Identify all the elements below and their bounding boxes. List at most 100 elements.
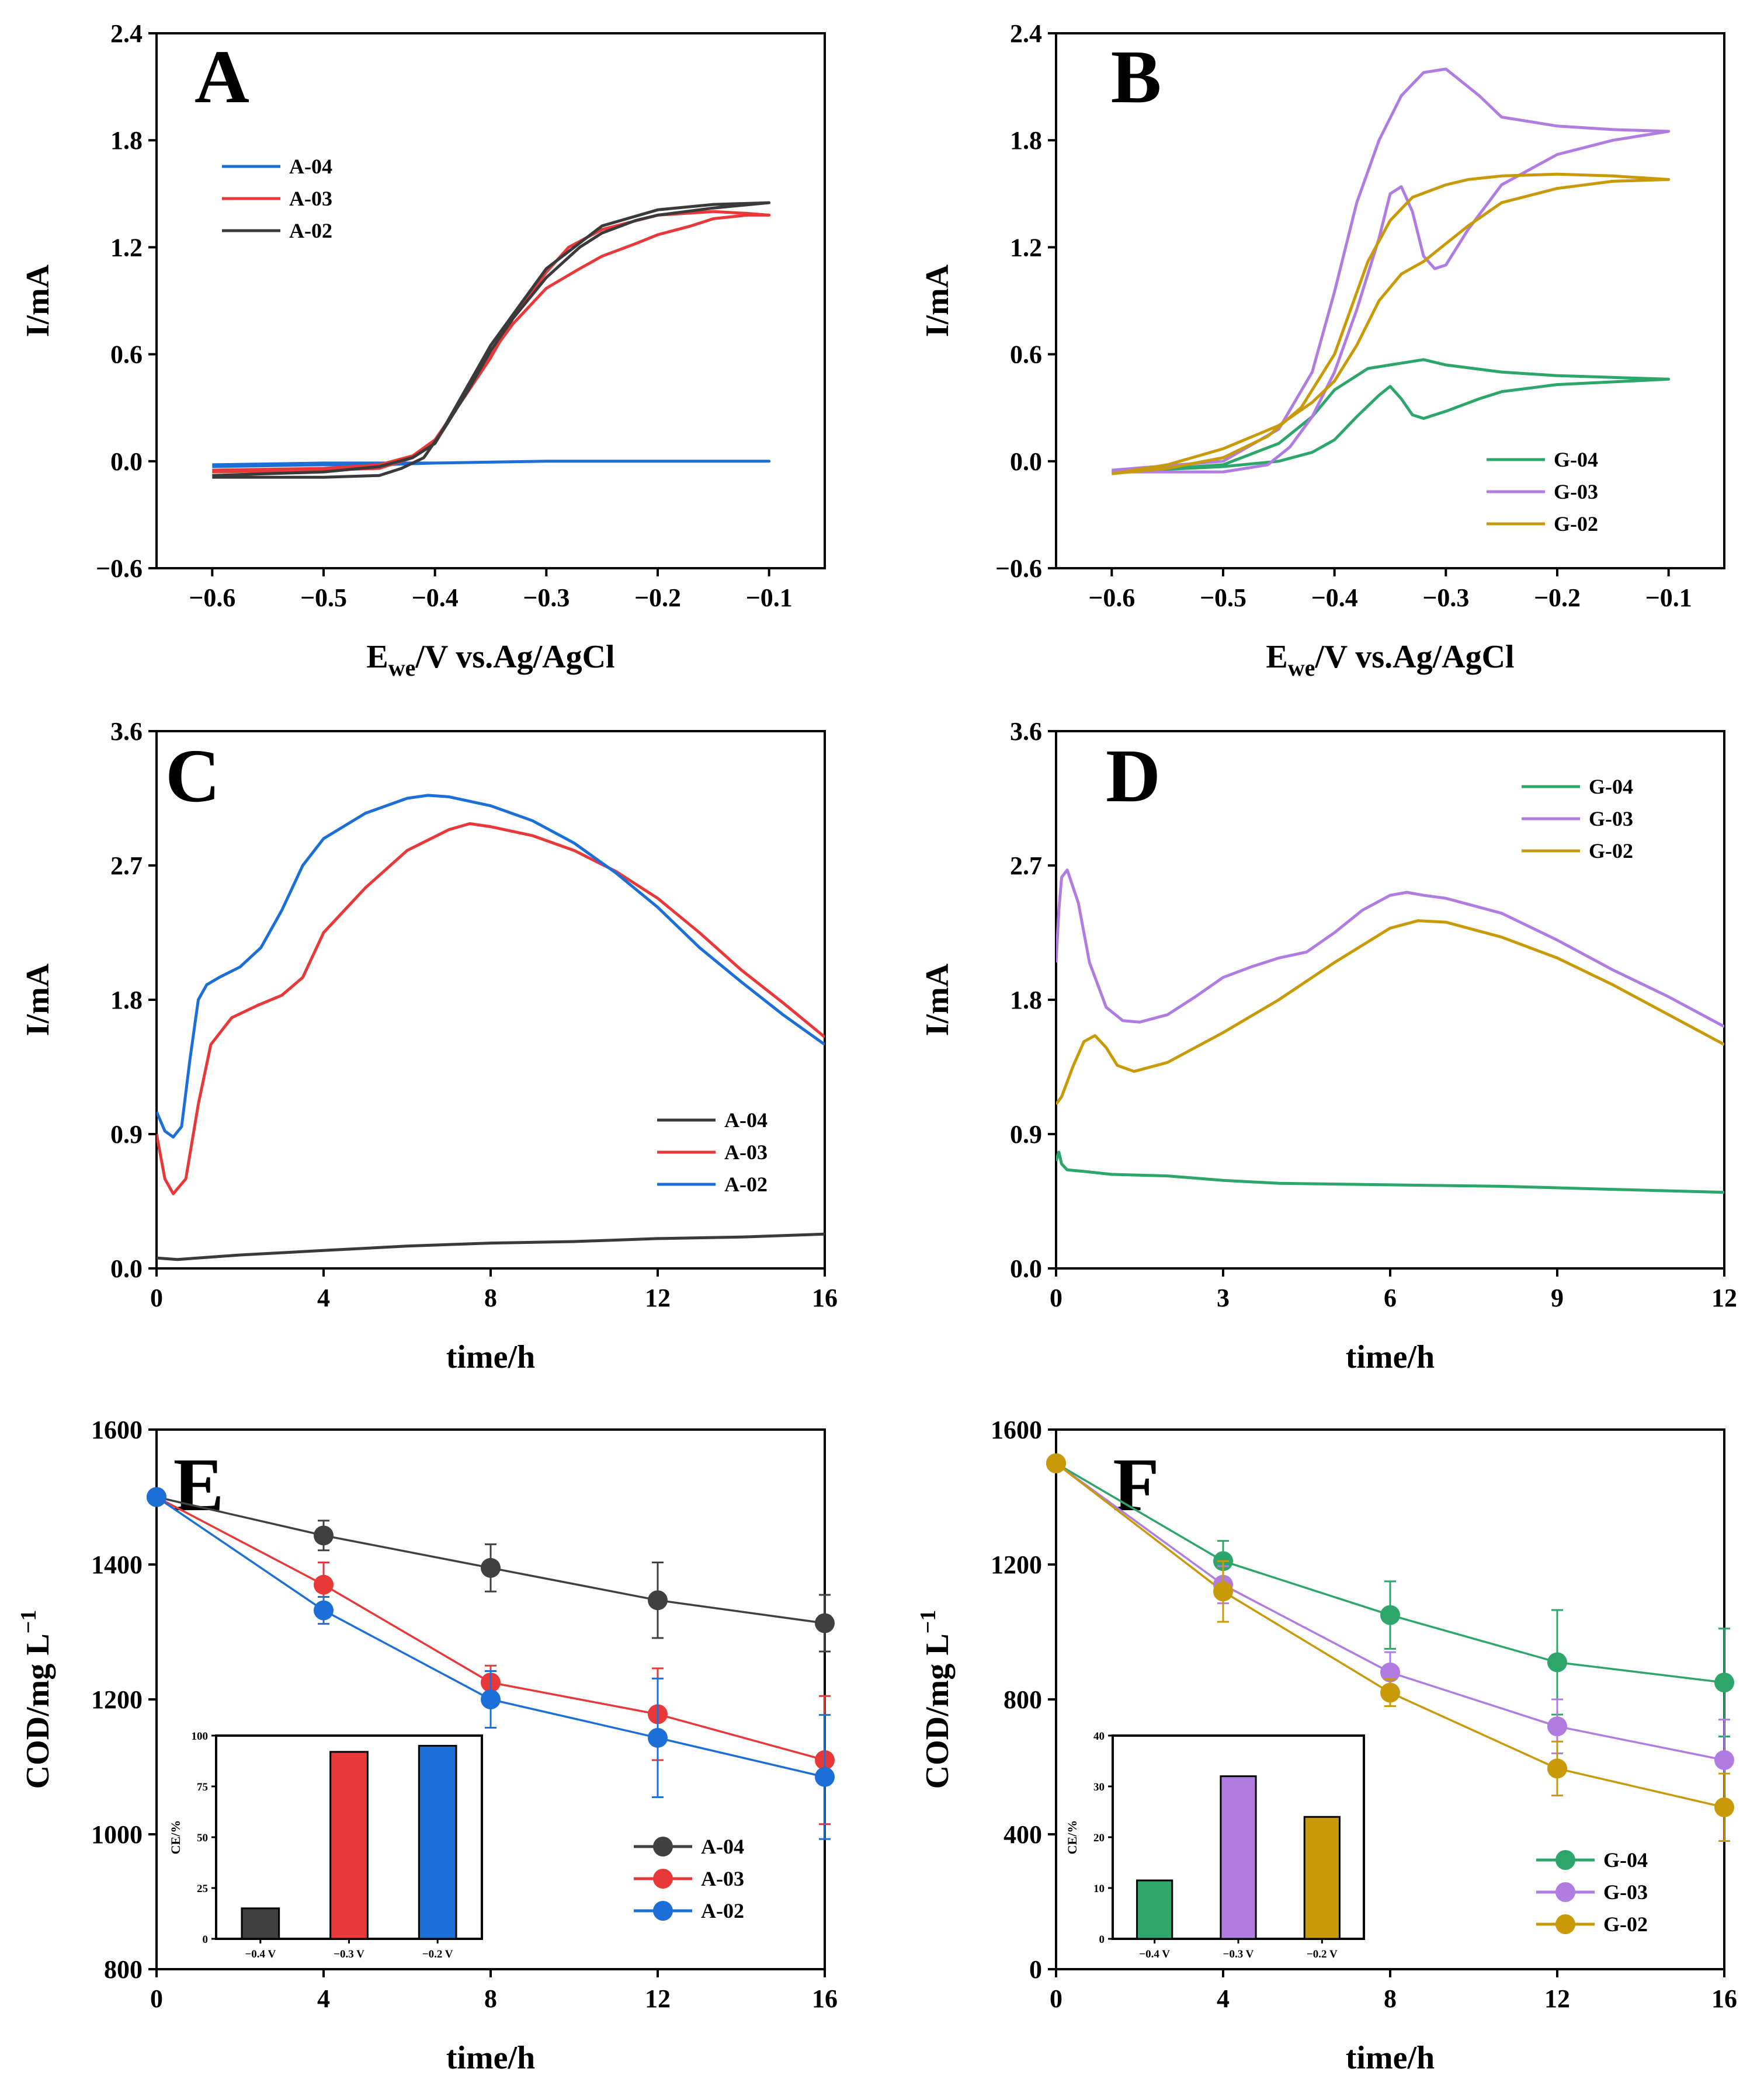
legend-marker bbox=[653, 1901, 673, 1921]
y-axis-title: I/mA bbox=[919, 963, 956, 1036]
panel-c: 0 4 8 12 16 0.0 0.9 1.8 2.7 3.6 time/h I/mA C A-04 A-0… bbox=[20, 717, 838, 1375]
x-tick-label: 12 bbox=[645, 1284, 671, 1312]
x-axis-title-main: E bbox=[366, 639, 388, 675]
series-line-a-02 bbox=[157, 794, 825, 1139]
x-tick-label: 3 bbox=[1217, 1284, 1230, 1312]
y-tick-label: −0.6 bbox=[96, 554, 143, 583]
y-axis-title: COD/mg L−1 bbox=[16, 1610, 56, 1789]
x-tick-label: 16 bbox=[812, 1284, 838, 1312]
y-tick-label: 0.0 bbox=[110, 1254, 143, 1283]
data-area bbox=[1056, 868, 1724, 1194]
x-tick-label: −0.5 bbox=[1200, 583, 1246, 612]
y-tick-label: 1400 bbox=[91, 1550, 143, 1579]
y-tick-label: 1.8 bbox=[110, 986, 143, 1014]
data-point-g-02 bbox=[1714, 1797, 1734, 1817]
data-point-a-03 bbox=[314, 1574, 334, 1595]
data-point-a-04 bbox=[648, 1590, 668, 1611]
inset-bar bbox=[1220, 1775, 1257, 1940]
y-axis-title: COD/mg L−1 bbox=[916, 1610, 956, 1789]
y-tick-label: 2.7 bbox=[1010, 851, 1042, 880]
x-tick-label: 9 bbox=[1551, 1284, 1564, 1312]
data-point-g-04 bbox=[1714, 1673, 1734, 1693]
inset-y-axis-title: CE/% bbox=[1065, 1820, 1079, 1855]
y-tick-label: 800 bbox=[1003, 1685, 1042, 1714]
data-point-a-02 bbox=[314, 1600, 334, 1621]
legend-label: A-02 bbox=[724, 1173, 768, 1196]
series-line-a-04 bbox=[157, 1232, 825, 1261]
x-tick-label: 16 bbox=[1711, 1984, 1737, 2013]
series-line-a-04 bbox=[212, 460, 771, 468]
data-point-g-03 bbox=[1714, 1750, 1734, 1770]
series-line-a-02 bbox=[212, 201, 771, 479]
x-tick-label: −0.6 bbox=[1088, 583, 1135, 612]
data-point-g-04 bbox=[1380, 1605, 1400, 1625]
y-tick-label: 0.0 bbox=[1010, 447, 1042, 476]
y-tick-label: 400 bbox=[1003, 1820, 1042, 1849]
y-tick-label: 1.2 bbox=[110, 233, 143, 262]
data-point-a-04 bbox=[481, 1557, 501, 1578]
data-point-g-03 bbox=[1380, 1662, 1400, 1682]
legend-marker bbox=[1555, 1882, 1575, 1902]
x-tick-label: 12 bbox=[645, 1984, 671, 2013]
inset-bar bbox=[1303, 1816, 1341, 1940]
x-tick-label: −0.5 bbox=[300, 583, 347, 612]
x-axis-title-rest: /V vs.Ag/AgCl bbox=[1314, 639, 1514, 675]
plot-frame bbox=[155, 32, 826, 569]
legend-label: G-02 bbox=[1554, 512, 1598, 536]
inset-y-tick-label: 75 bbox=[197, 1781, 208, 1793]
x-tick-label: 12 bbox=[1711, 1284, 1737, 1312]
inset-y-tick-label: 25 bbox=[197, 1883, 208, 1895]
x-axis-title-sub: we bbox=[1288, 655, 1315, 681]
legend-label: A-02 bbox=[289, 219, 332, 242]
x-tick-label: −0.6 bbox=[189, 583, 235, 612]
y-tick-label: 1.8 bbox=[1010, 126, 1042, 155]
panel-letter: A bbox=[195, 35, 249, 119]
y-tick-label: 1.2 bbox=[1010, 233, 1042, 262]
inset-y-tick-label: 0 bbox=[1099, 1934, 1105, 1946]
x-tick-label: −0.3 bbox=[1422, 583, 1469, 612]
panel-letter: B bbox=[1111, 35, 1162, 119]
inset-bar-chart: 0 25 50 75 100 −0.4 V −0.3 V −0.2 V CE/% bbox=[168, 1730, 483, 1960]
x-tick-label: 6 bbox=[1384, 1284, 1397, 1312]
panel-letter: C bbox=[165, 734, 220, 818]
x-tick-label: −0.4 bbox=[1311, 583, 1358, 612]
inset-x-tick-label: −0.3 V bbox=[334, 1948, 364, 1960]
y-tick-label: 0.0 bbox=[1010, 1254, 1042, 1283]
inset-y-tick-label: 100 bbox=[192, 1730, 209, 1743]
data-point-g-02 bbox=[1213, 1581, 1233, 1602]
x-tick-label: 0 bbox=[1050, 1284, 1062, 1312]
inset-x-tick-label: −0.2 V bbox=[422, 1948, 453, 1960]
legend-label: G-02 bbox=[1603, 1913, 1648, 1936]
inset-y-tick-label: 20 bbox=[1093, 1832, 1105, 1844]
series-line-a-03 bbox=[212, 210, 771, 474]
y-tick-label: 0 bbox=[1029, 1955, 1042, 1984]
legend-label: A-02 bbox=[701, 1899, 744, 1922]
data-point-g-02 bbox=[1046, 1453, 1066, 1473]
y-tick-label: 1600 bbox=[91, 1416, 143, 1444]
legend-label: G-03 bbox=[1554, 480, 1598, 503]
panel-b: −0.6 −0.5 −0.4 −0.3 −0.2 −0.1 −0.6 0.0 0.6 1.2 1.8… bbox=[919, 19, 1725, 681]
y-tick-label: 0.0 bbox=[110, 447, 143, 476]
x-tick-label: −0.1 bbox=[746, 583, 793, 612]
inset-x-tick-label: −0.3 V bbox=[1223, 1948, 1254, 1960]
x-tick-label: 4 bbox=[1217, 1984, 1230, 2013]
series-line-g-02 bbox=[1111, 172, 1671, 475]
data-point-a-02 bbox=[481, 1689, 501, 1709]
legend-marker bbox=[653, 1869, 673, 1889]
data-point-a-02 bbox=[648, 1727, 668, 1748]
y-tick-label: 1200 bbox=[991, 1550, 1042, 1579]
inset-bar bbox=[1136, 1879, 1173, 1940]
legend-label: A-04 bbox=[701, 1835, 744, 1858]
legend-label: A-04 bbox=[724, 1108, 768, 1132]
x-tick-label: −0.4 bbox=[412, 583, 459, 612]
y-tick-label: 2.4 bbox=[1010, 19, 1042, 48]
inset-y-tick-label: 30 bbox=[1093, 1781, 1105, 1793]
x-axis-title: time/h bbox=[446, 1339, 535, 1375]
data-point-g-03 bbox=[1547, 1716, 1567, 1737]
x-tick-label: 8 bbox=[484, 1984, 497, 2013]
inset-y-tick-label: 40 bbox=[1093, 1730, 1105, 1743]
x-tick-label: 8 bbox=[1384, 1984, 1397, 2013]
x-axis-title: time/h bbox=[1346, 2040, 1435, 2076]
